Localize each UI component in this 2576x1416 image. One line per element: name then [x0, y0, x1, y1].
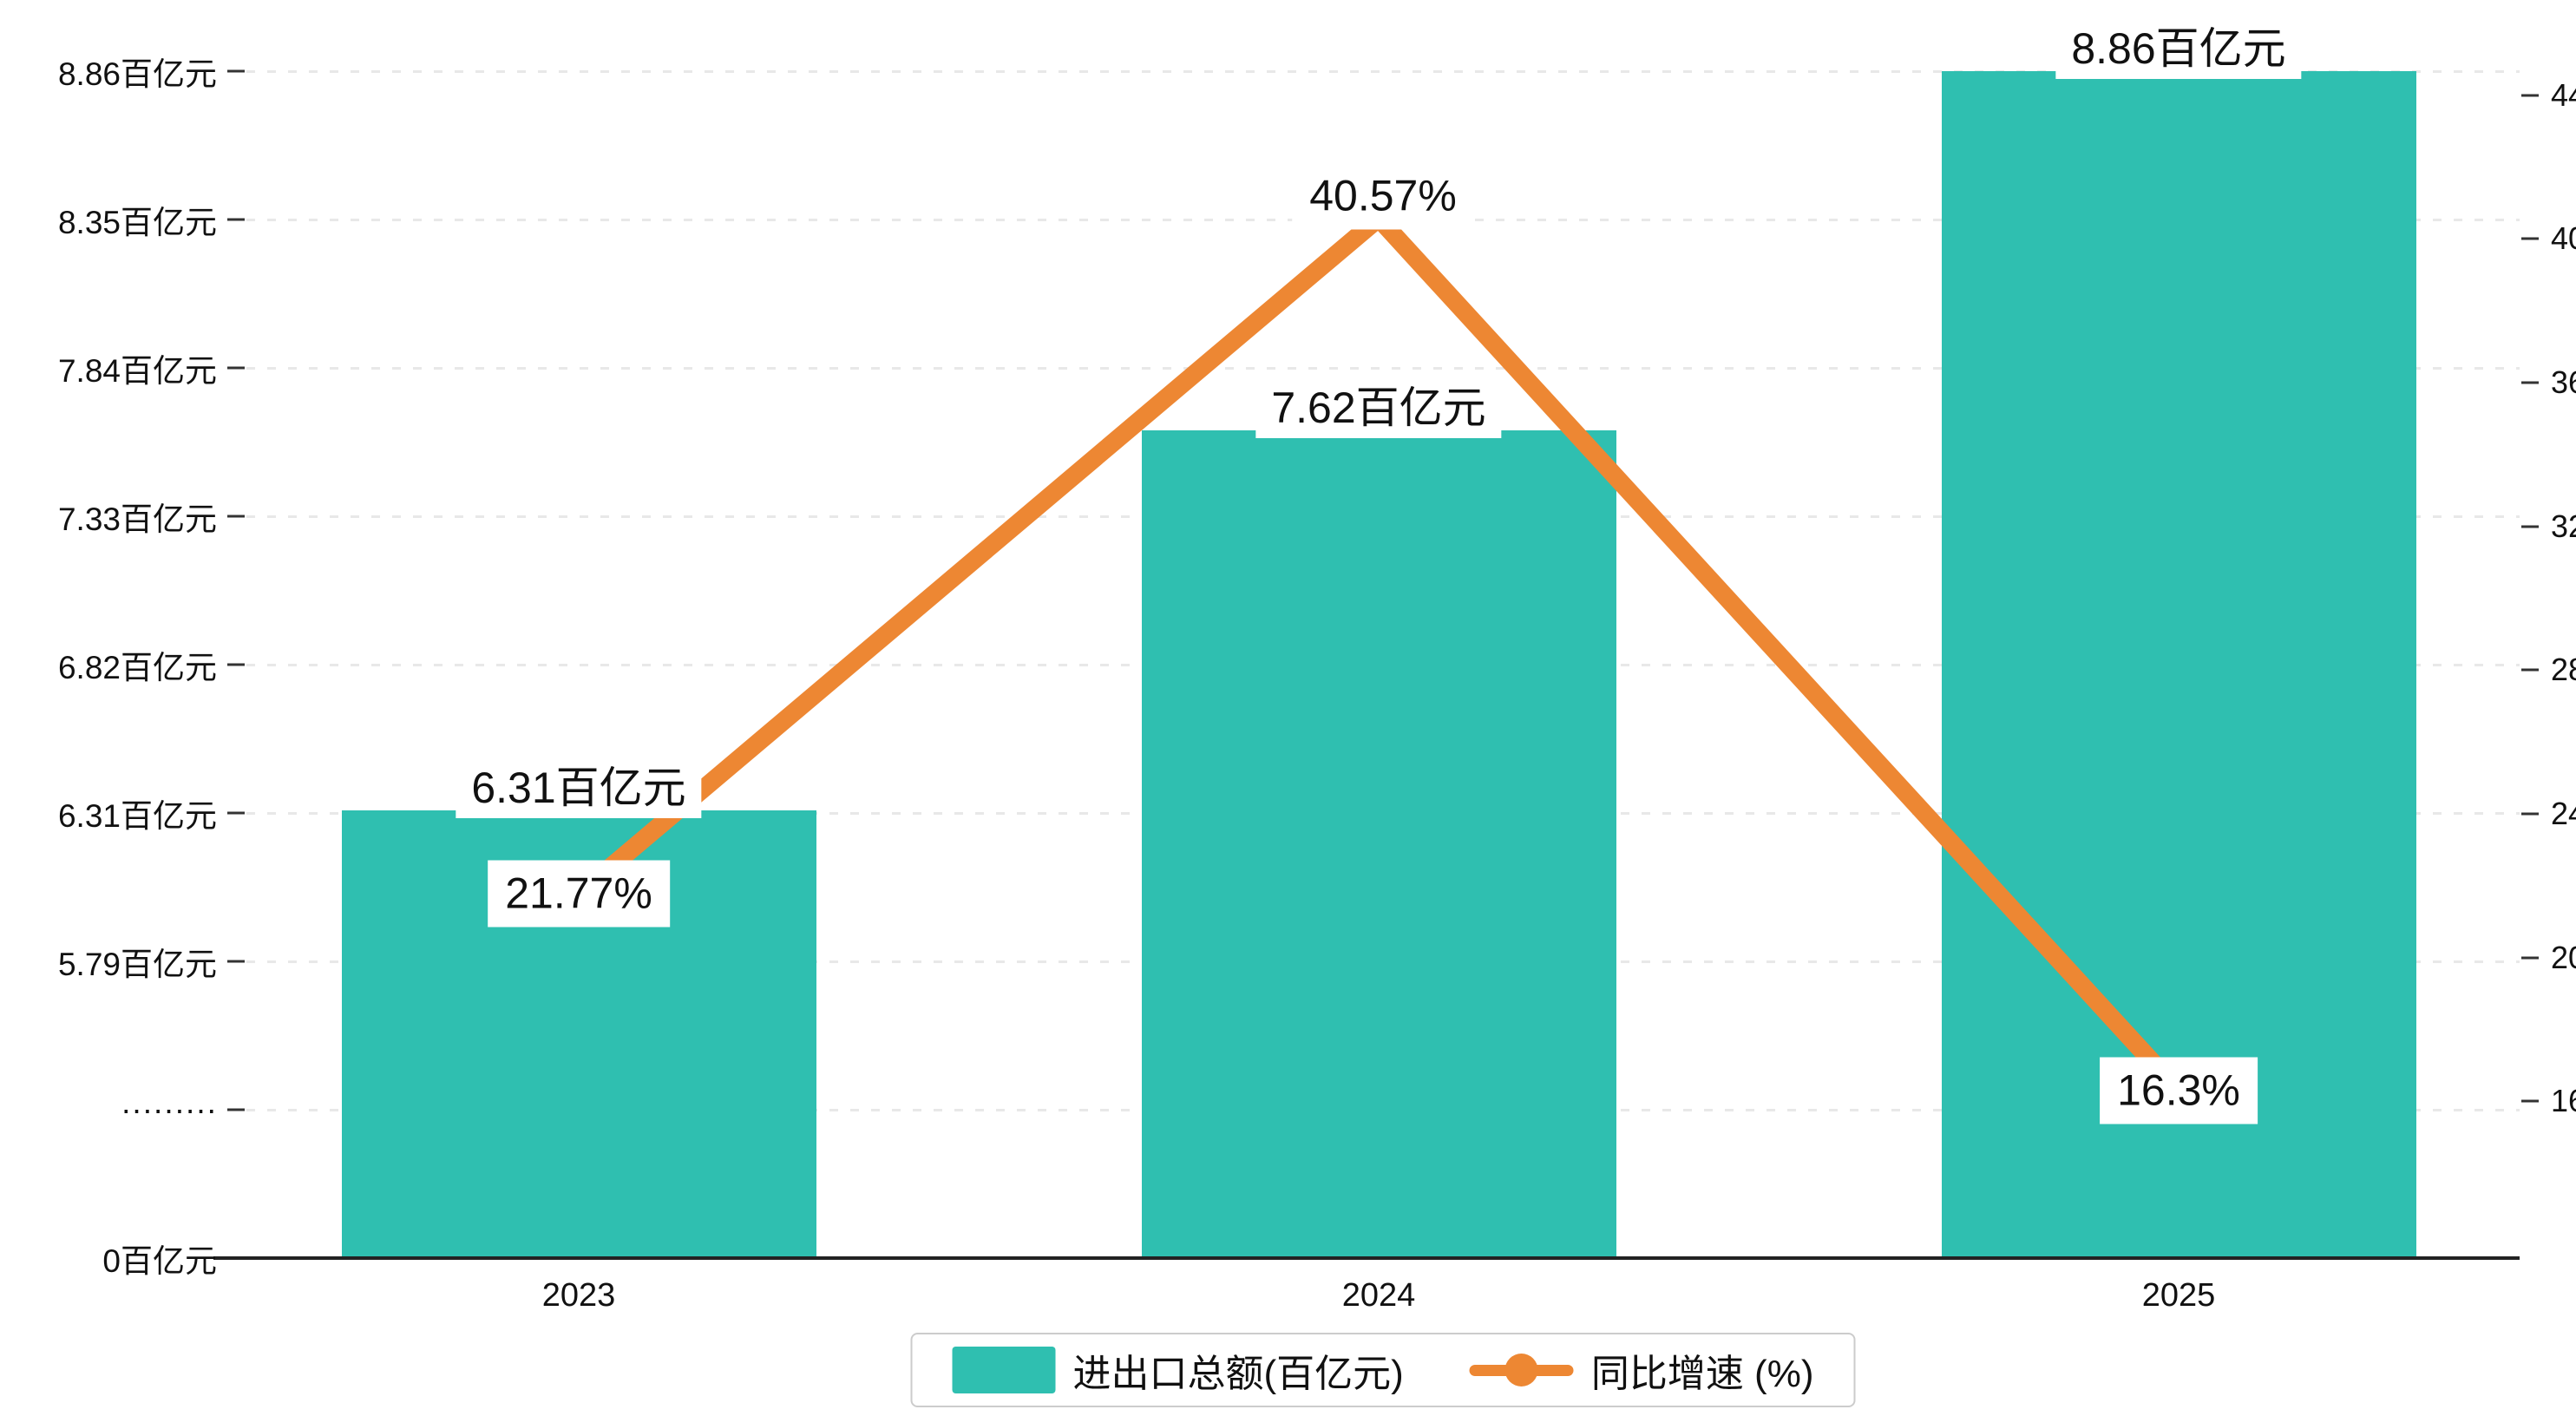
legend-item-bar-series[interactable]: 进出口总额(百亿元) — [952, 1342, 1404, 1398]
growth-value-label: 40.57% — [1292, 162, 1474, 230]
left-axis-tick-mark — [227, 515, 245, 518]
right-axis-tick-mark — [2521, 525, 2539, 528]
left-axis-tick-label: ········· — [121, 1092, 217, 1127]
right-axis-tick-label: 32 — [2551, 508, 2576, 544]
left-axis-tick-mark — [227, 366, 245, 370]
right-axis-tick-label: 36 — [2551, 364, 2576, 400]
bar-value-label: 6.31百亿元 — [456, 758, 702, 819]
x-axis-label: 2023 — [541, 1277, 616, 1314]
x-axis-label: 2025 — [2141, 1277, 2216, 1314]
right-axis-tick-label: 40 — [2551, 220, 2576, 257]
right-axis-tick-label: 44 — [2551, 76, 2576, 113]
left-axis-tick-mark — [227, 218, 245, 221]
left-axis-tick-mark — [227, 960, 245, 963]
left-axis-tick-label: 0百亿元 — [102, 1243, 217, 1279]
right-axis-tick-mark — [2521, 94, 2539, 96]
right-axis-tick-label: 20 — [2551, 939, 2576, 975]
growth-value-label: 16.3% — [2100, 1057, 2258, 1124]
right-axis-tick-mark — [2521, 1099, 2539, 1103]
growth-value-label: 21.77% — [488, 860, 670, 928]
left-axis-tick-label: 7.33百亿元 — [57, 502, 217, 537]
bar-value-label: 7.62百亿元 — [1255, 378, 1502, 439]
left-axis-tick-mark — [227, 69, 245, 73]
left-axis-tick-label: 6.31百亿元 — [57, 798, 217, 834]
legend-label-bar: 进出口总额(百亿元) — [1072, 1353, 1404, 1395]
legend-item-line-series[interactable]: 同比增速 (%) — [1469, 1342, 1814, 1398]
bar-value-label: 8.86百亿元 — [2055, 19, 2302, 79]
left-axis-tick-label: 6.82百亿元 — [57, 650, 217, 685]
right-axis-tick-mark — [2521, 237, 2539, 240]
x-axis-label: 2024 — [1341, 1277, 1416, 1314]
left-axis-tick-mark — [227, 811, 245, 815]
right-axis-tick-mark — [2521, 812, 2539, 816]
legend-line-dot — [1504, 1354, 1538, 1386]
left-axis-tick-label: 8.35百亿元 — [57, 205, 217, 240]
left-axis-tick-label: 8.86百亿元 — [57, 56, 217, 92]
legend: 进出口总额(百亿元) 同比增速 (%) — [910, 1333, 1856, 1407]
gridline — [246, 70, 2520, 73]
right-axis-tick-mark — [2521, 668, 2539, 672]
left-axis-tick-mark — [227, 663, 245, 666]
right-axis-tick-mark — [2521, 956, 2539, 960]
right-axis-tick-label: 24 — [2551, 796, 2576, 831]
bar-2024 — [1141, 430, 1616, 1258]
left-axis-tick-label: 5.79百亿元 — [57, 947, 217, 982]
x-axis-line — [213, 1256, 2520, 1260]
legend-swatch-bar — [952, 1347, 1056, 1393]
right-axis-tick-label: 28 — [2551, 652, 2576, 688]
left-axis-tick-label: 7.84百亿元 — [57, 353, 217, 389]
right-axis-tick-label: 16 — [2551, 1083, 2576, 1119]
legend-label-line: 同比增速 (%) — [1590, 1353, 1814, 1395]
right-axis-tick-mark — [2521, 381, 2539, 384]
legend-line-marker — [1469, 1354, 1574, 1386]
left-axis-tick-mark — [227, 1108, 245, 1111]
